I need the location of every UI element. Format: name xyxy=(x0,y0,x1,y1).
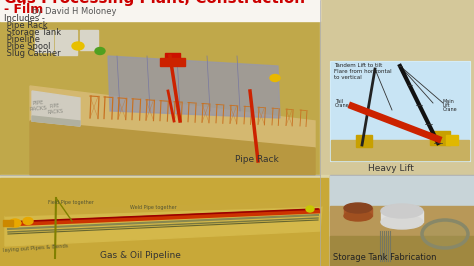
Bar xyxy=(356,135,372,147)
Bar xyxy=(0,0,320,175)
Text: Main: Main xyxy=(443,99,455,104)
Bar xyxy=(430,131,450,145)
Ellipse shape xyxy=(95,48,105,55)
Text: Flare from horizontal: Flare from horizontal xyxy=(334,69,392,74)
Polygon shape xyxy=(0,178,328,266)
Text: laying out Pipes & Bends: laying out Pipes & Bends xyxy=(3,243,69,253)
Polygon shape xyxy=(0,0,320,175)
Ellipse shape xyxy=(306,206,314,212)
Text: Pipe Rack: Pipe Rack xyxy=(235,155,279,164)
Bar xyxy=(160,58,185,66)
Polygon shape xyxy=(32,91,80,126)
Text: Crane: Crane xyxy=(443,107,457,112)
Ellipse shape xyxy=(422,220,468,248)
Text: PIPE
RACKS: PIPE RACKS xyxy=(28,100,47,112)
Text: Lift: Lift xyxy=(443,103,451,108)
Bar xyxy=(331,140,469,160)
Ellipse shape xyxy=(344,211,372,221)
Bar xyxy=(330,175,474,211)
Text: Crane: Crane xyxy=(335,103,350,108)
Text: to vertical: to vertical xyxy=(334,75,362,80)
Text: Tandem Lift to tilt: Tandem Lift to tilt xyxy=(334,63,382,68)
Bar xyxy=(331,62,469,160)
Text: Pipe Spool: Pipe Spool xyxy=(4,42,51,51)
Bar xyxy=(35,30,53,52)
Ellipse shape xyxy=(381,204,423,218)
Ellipse shape xyxy=(72,42,84,50)
Text: Pipeline: Pipeline xyxy=(4,35,40,44)
Bar xyxy=(344,208,372,216)
Polygon shape xyxy=(30,86,315,148)
Bar xyxy=(80,30,98,50)
Bar xyxy=(165,53,180,61)
Text: PIPE
RACKS: PIPE RACKS xyxy=(46,103,64,115)
Text: Tail: Tail xyxy=(335,99,343,104)
Bar xyxy=(55,30,77,55)
Bar xyxy=(320,0,474,175)
Polygon shape xyxy=(108,56,280,118)
Text: Pipe Rack: Pipe Rack xyxy=(4,21,47,30)
Ellipse shape xyxy=(9,219,21,227)
Bar xyxy=(330,236,474,266)
Text: Slug Catcher: Slug Catcher xyxy=(4,49,61,58)
Text: Weld Pipe together: Weld Pipe together xyxy=(130,205,177,210)
Text: by David H Moloney: by David H Moloney xyxy=(32,7,117,16)
Text: Gas & Oil Pipeline: Gas & Oil Pipeline xyxy=(100,251,181,260)
Bar xyxy=(446,135,458,145)
Bar xyxy=(0,175,330,266)
Polygon shape xyxy=(32,116,80,126)
Polygon shape xyxy=(5,201,324,216)
Text: Includes -: Includes - xyxy=(4,14,45,23)
Text: - Film: - Film xyxy=(4,3,43,16)
Bar xyxy=(3,220,13,226)
Ellipse shape xyxy=(270,74,280,81)
Text: Field Pipe together: Field Pipe together xyxy=(48,200,94,205)
Bar xyxy=(330,206,474,266)
Text: Storage Tank Fabrication: Storage Tank Fabrication xyxy=(333,253,437,262)
Text: Gas Processing Plant, Construction: Gas Processing Plant, Construction xyxy=(4,0,305,6)
Ellipse shape xyxy=(344,203,372,213)
Bar xyxy=(0,0,320,21)
Ellipse shape xyxy=(381,215,423,229)
Text: Heavy Lift: Heavy Lift xyxy=(368,164,414,173)
Text: Storage Tank: Storage Tank xyxy=(4,28,61,37)
Bar xyxy=(381,211,423,222)
Polygon shape xyxy=(30,121,315,175)
Polygon shape xyxy=(5,206,322,246)
Bar xyxy=(330,61,470,161)
Bar xyxy=(330,175,474,266)
Ellipse shape xyxy=(23,218,33,225)
